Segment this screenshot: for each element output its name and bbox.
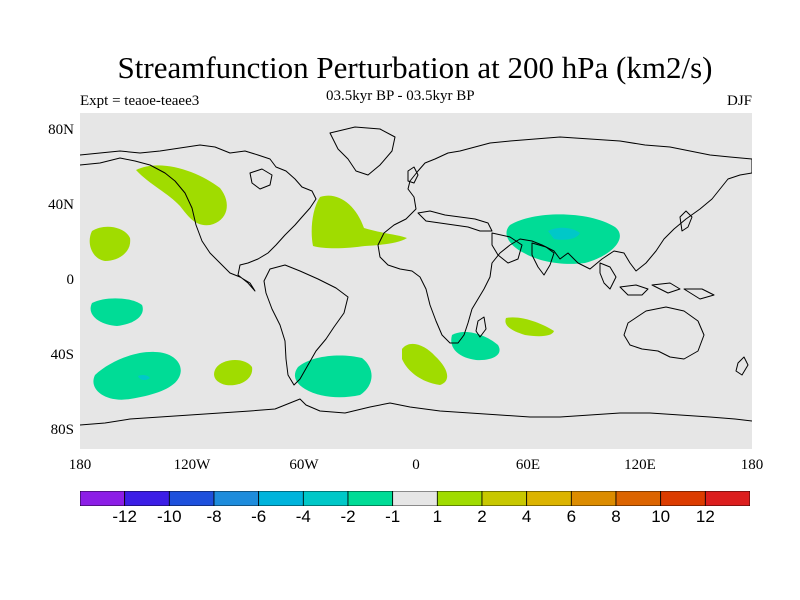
colorbar-tick-label: 8: [611, 507, 621, 526]
colorbar-swatch: [392, 491, 438, 506]
colorbar: [80, 491, 750, 506]
colorbar-tick-label: 1: [432, 507, 443, 526]
colorbar-swatch: [347, 491, 394, 506]
coastline-antarctica: [80, 398, 752, 426]
season-label: DJF: [726, 93, 752, 109]
coastline-japan: [679, 210, 693, 232]
colorbar-tick-label: 12: [695, 507, 715, 526]
anomaly-south-pacific-core: [138, 374, 150, 381]
anomaly-south-pacific-midlat-negative: [93, 351, 181, 400]
coastline-north-america: [80, 144, 317, 292]
coastline-madagascar: [475, 316, 487, 338]
colorbar-tick-label: -6: [251, 507, 267, 526]
coastline-southeast-asia: [599, 262, 617, 290]
colorbar-tick-label: 6: [566, 507, 577, 526]
coastline-mediterranean: [417, 210, 493, 232]
lat-tick-0: 0: [66, 272, 75, 288]
coastline-eurasia-africa: [377, 136, 752, 344]
colorbar-tick-label: -1: [385, 507, 401, 526]
colorbar-tick-label: 10: [651, 507, 671, 526]
coastline-india: [531, 242, 555, 276]
coastline-maritime-continent: [619, 282, 715, 300]
period-label: 03.5kyr BP - 03.5kyr BP: [326, 88, 475, 104]
coastline-british-isles: [407, 166, 419, 184]
map-panel: [80, 113, 752, 449]
lon-tick-0: 0: [412, 457, 420, 473]
colorbar-swatch: [570, 491, 617, 506]
lat-tick-40s: 40S: [50, 347, 74, 363]
lon-tick-180w: 180: [68, 457, 92, 473]
lon-tick-180e: 180: [740, 457, 764, 473]
colorbar-swatch: [436, 491, 483, 506]
lon-tick-60e: 60E: [515, 457, 541, 473]
colorbar-swatch: [526, 491, 572, 506]
colorbar-swatch: [213, 491, 260, 506]
colorbar-tick-label: -8: [206, 507, 222, 526]
colorbar-swatch: [302, 491, 349, 506]
colorbar-swatch: [481, 491, 528, 506]
lon-tick-120w: 120W: [173, 457, 211, 473]
anomaly-south-pacific-subtropical-negative: [90, 298, 143, 326]
colorbar-tick-label: -4: [295, 507, 311, 526]
lat-tick-40n: 40N: [48, 197, 74, 213]
colorbar-tick-label: -2: [340, 507, 356, 526]
coastline-australia: [623, 306, 705, 360]
lat-tick-80n: 80N: [48, 122, 74, 138]
coastline-hudson-bay: [249, 168, 273, 190]
coastline-south-america: [263, 264, 349, 386]
experiment-label: Expt = teaoe-teaee3: [80, 93, 200, 109]
coastline-greenland: [329, 126, 396, 176]
anomaly-alaska-positive: [136, 165, 227, 226]
colorbar-swatch: [258, 491, 304, 506]
colorbar-swatch: [80, 491, 126, 506]
colorbar-tick-label: 2: [477, 507, 487, 526]
lat-tick-80s: 80S: [50, 422, 74, 438]
lon-tick-60w: 60W: [289, 457, 319, 473]
colorbar-swatch: [704, 491, 750, 506]
colorbar-tick-label: -10: [157, 507, 182, 526]
map-background: [80, 113, 752, 449]
colorbar-tick-label: -12: [112, 507, 137, 526]
colorbar-swatch: [615, 491, 662, 506]
colorbar-tick-label: 4: [521, 507, 532, 526]
chart-title: Streamfunction Perturbation at 200 hPa (…: [117, 50, 713, 85]
coastlines: [80, 126, 752, 426]
anomaly-south-atlantic-negative: [294, 355, 372, 398]
anomaly-north-pacific-positive: [89, 226, 131, 261]
anomaly-indian-ocean-positive: [505, 317, 554, 337]
colorbar-swatch: [168, 491, 215, 506]
coastline-arabia: [491, 232, 523, 264]
lon-tick-120e: 120E: [624, 457, 656, 473]
colorbar-swatch: [124, 491, 170, 506]
world-map: [80, 113, 752, 449]
coastline-new-zealand: [735, 356, 749, 376]
anomaly-se-pacific-positive: [214, 359, 253, 386]
anomaly-south-africa-negative: [451, 331, 500, 361]
anomaly-south-atlantic-positive: [402, 343, 448, 385]
colorbar-swatch: [660, 491, 706, 506]
anomaly-fields: [89, 165, 620, 400]
anomaly-tibet-core: [548, 227, 580, 240]
